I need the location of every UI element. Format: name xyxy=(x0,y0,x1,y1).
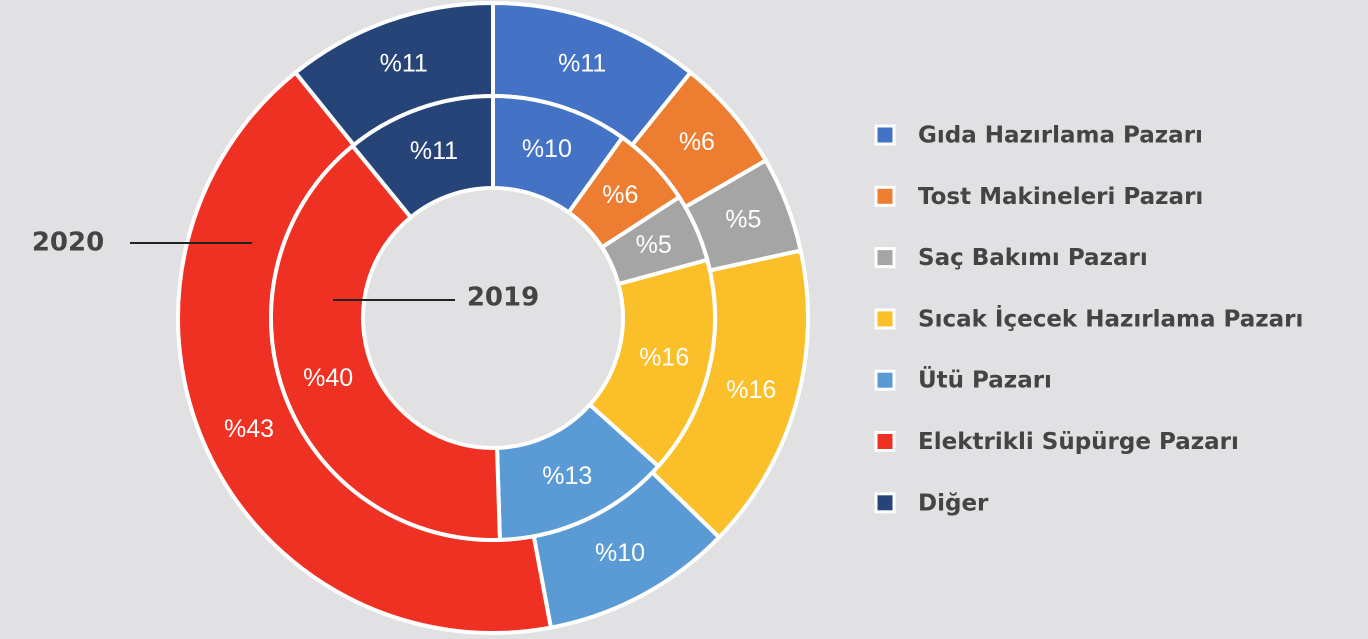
legend-swatch xyxy=(874,492,896,514)
legend-swatch xyxy=(874,185,896,207)
slice-label: %16 xyxy=(639,343,689,371)
legend-swatch xyxy=(874,308,896,330)
slice-label: %6 xyxy=(602,181,638,209)
legend-swatch xyxy=(874,369,896,391)
slice-label: %16 xyxy=(726,376,776,404)
legend-swatch xyxy=(874,431,896,452)
series-label: 2020 xyxy=(32,228,104,258)
slice-label: %11 xyxy=(380,49,428,77)
slice-label: %5 xyxy=(725,206,761,234)
slice xyxy=(349,93,495,221)
slice-label: %6 xyxy=(679,128,715,156)
legend-swatch xyxy=(874,124,896,146)
legend-label: Gıda Hazırlama Pazarı xyxy=(918,123,1203,149)
slice-label: %40 xyxy=(303,364,353,392)
series-label: 2019 xyxy=(467,283,539,313)
legend-label: Sıcak İçecek Hazırlama Pazarı xyxy=(918,304,1303,332)
slice-label: %13 xyxy=(542,462,592,490)
slice xyxy=(269,143,502,542)
slice-label: %11 xyxy=(558,49,606,77)
slice-label: %5 xyxy=(636,231,672,259)
slice-label: %11 xyxy=(410,137,458,165)
legend-label: Diğer xyxy=(918,490,989,516)
legend-label: Saç Bakımı Pazarı xyxy=(918,245,1148,271)
slice-label: %10 xyxy=(595,539,645,567)
legend-label: Ütü Pazarı xyxy=(918,366,1052,394)
slice-label: %43 xyxy=(224,415,274,443)
slice-label: %10 xyxy=(522,135,572,163)
legend-swatch xyxy=(874,247,896,269)
legend-label: Elektrikli Süpürge Pazarı xyxy=(918,429,1239,455)
legend-label: Tost Makineleri Pazarı xyxy=(918,184,1203,210)
